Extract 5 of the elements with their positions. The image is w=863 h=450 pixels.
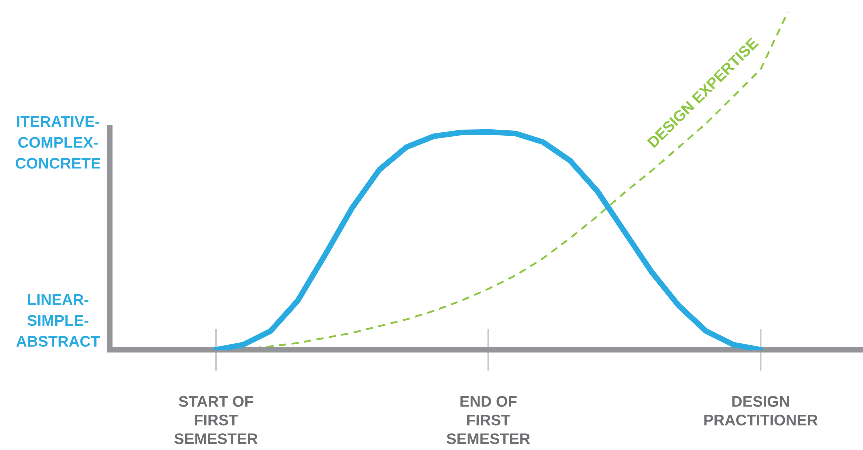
x-tick-label: START OF FIRST SEMESTER <box>174 396 258 444</box>
x-tick-label: DESIGN PRACTITIONER <box>704 396 818 426</box>
x-tick-label: END OF FIRST SEMESTER <box>446 396 530 444</box>
text: ITERATIVE- COMPLEX- CONCRETE <box>16 116 101 169</box>
text: LINEAR- SIMPLE- ABSTRACT <box>16 294 100 347</box>
